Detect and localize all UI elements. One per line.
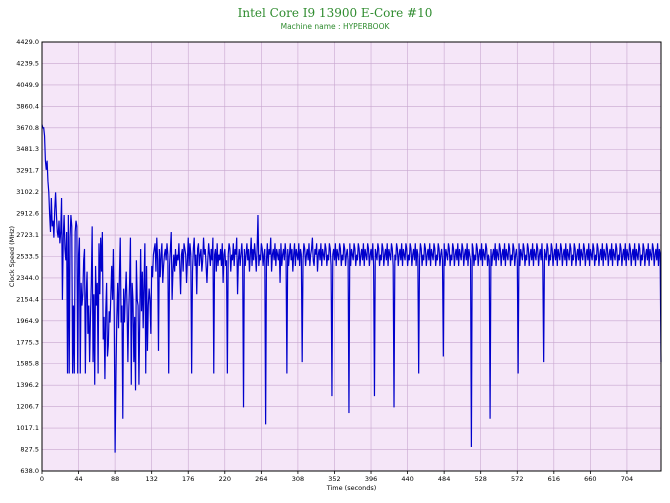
x-tick-label: 616 <box>548 475 560 483</box>
y-tick-label: 1775.3 <box>16 338 39 346</box>
y-tick-label: 2344.0 <box>16 274 39 282</box>
x-tick-label: 132 <box>145 475 157 483</box>
x-tick-label: 220 <box>219 475 231 483</box>
clock-speed-series-line <box>41 124 662 453</box>
x-tick-label: 704 <box>621 475 633 483</box>
x-axis-ticks: 0 44 88 132 176 220 264 308 352 396 440 484 528 572 61… <box>40 471 633 483</box>
x-tick-label: 0 <box>40 475 44 483</box>
y-axis-label: Clock Speed (MHz) <box>8 226 16 287</box>
x-tick-label: 484 <box>438 475 450 483</box>
plot-frame <box>41 41 662 472</box>
y-tick-label: 3860.4 <box>16 102 39 110</box>
x-tick-label: 308 <box>292 475 304 483</box>
y-tick-label: 2533.5 <box>16 253 39 261</box>
y-tick-label: 1964.9 <box>16 317 39 325</box>
x-tick-label: 396 <box>365 475 377 483</box>
y-tick-label: 3291.7 <box>16 167 39 175</box>
y-tick-label: 2723.1 <box>16 231 39 239</box>
x-tick-label: 176 <box>182 475 194 483</box>
x-tick-label: 44 <box>74 475 82 483</box>
y-tick-label: 4049.9 <box>16 81 39 89</box>
y-tick-label: 1206.7 <box>16 403 39 411</box>
y-tick-label: 3102.2 <box>16 188 39 196</box>
y-tick-label: 3481.3 <box>16 145 39 153</box>
x-tick-label: 88 <box>111 475 119 483</box>
x-tick-label: 352 <box>328 475 340 483</box>
y-tick-label: 638.0 <box>20 467 39 475</box>
y-tick-label: 827.5 <box>20 446 39 454</box>
x-axis-label: Time (seconds) <box>326 484 377 492</box>
x-tick-label: 660 <box>584 475 596 483</box>
y-axis-ticks: 4429.0 4239.5 4049.9 3860.4 3670.8 3481.3 3291… <box>16 38 39 475</box>
x-tick-label: 264 <box>255 475 267 483</box>
x-tick-label: 572 <box>511 475 523 483</box>
y-tick-label: 1585.8 <box>16 360 39 368</box>
y-tick-label: 1017.1 <box>16 424 39 432</box>
chart-title: Intel Core I9 13900 E-Core #10 <box>237 6 433 20</box>
x-tick-label: 440 <box>401 475 413 483</box>
y-tick-label: 4239.5 <box>16 59 39 67</box>
y-tick-label: 4429.0 <box>16 38 39 46</box>
y-tick-label: 2154.4 <box>16 295 39 303</box>
x-tick-label: 528 <box>474 475 486 483</box>
chart-subtitle: Machine name : HYPERBOOK <box>280 22 390 31</box>
y-tick-label: 2912.6 <box>16 210 39 218</box>
y-tick-label: 1396.2 <box>16 381 39 389</box>
y-tick-label: 3670.8 <box>16 124 39 132</box>
